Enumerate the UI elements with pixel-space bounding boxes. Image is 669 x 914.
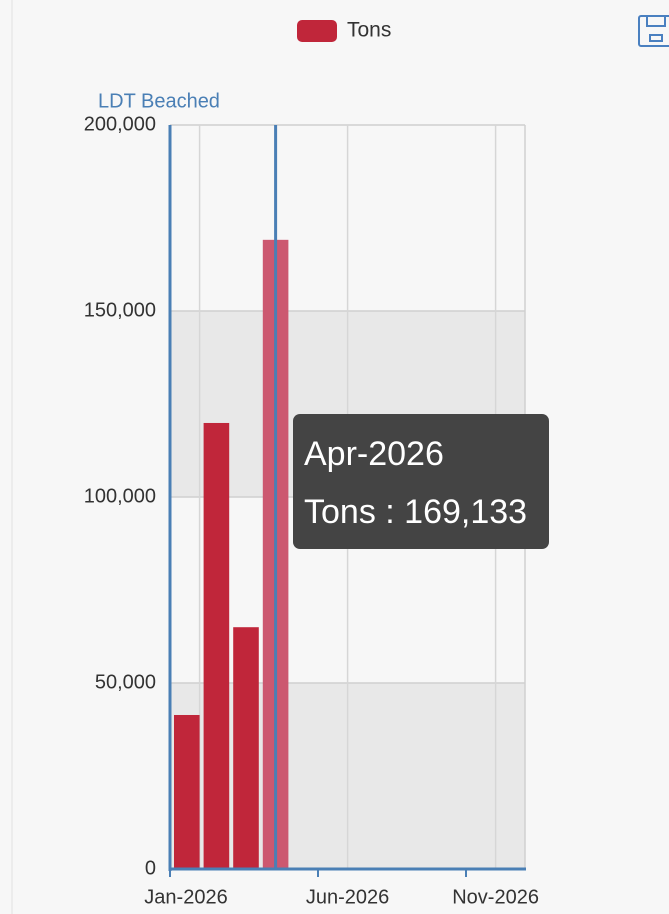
legend-swatch	[297, 20, 337, 42]
save-icon[interactable]	[638, 15, 669, 47]
y-tick-label: 0	[145, 857, 156, 879]
tooltip-separator: :	[376, 493, 404, 531]
bar	[174, 714, 200, 869]
tooltip-value: Tons : 169,133	[304, 493, 527, 531]
x-tick-label: Nov-2026	[452, 886, 539, 908]
tooltip-box	[293, 414, 549, 549]
y-tick-label: 50,000	[95, 671, 156, 693]
y-tick-label: 150,000	[84, 299, 156, 321]
save-icon-top[interactable]	[646, 15, 666, 27]
bar	[203, 422, 230, 869]
y-tick-label: 200,000	[84, 113, 156, 135]
y-tick-label: 100,000	[84, 485, 156, 507]
tooltip-title: Apr-2026	[304, 435, 444, 473]
legend-label: Tons	[347, 19, 391, 42]
x-tick-label: Jun-2026	[306, 886, 389, 908]
x-tick-label: Jan-2026	[144, 886, 227, 908]
save-icon-slot[interactable]	[649, 34, 663, 42]
y-axis-title: LDT Beached	[98, 90, 220, 112]
bar	[233, 627, 259, 869]
tooltip-series-name: Tons	[304, 493, 376, 531]
tooltip-value-label: 169,133	[404, 493, 527, 531]
